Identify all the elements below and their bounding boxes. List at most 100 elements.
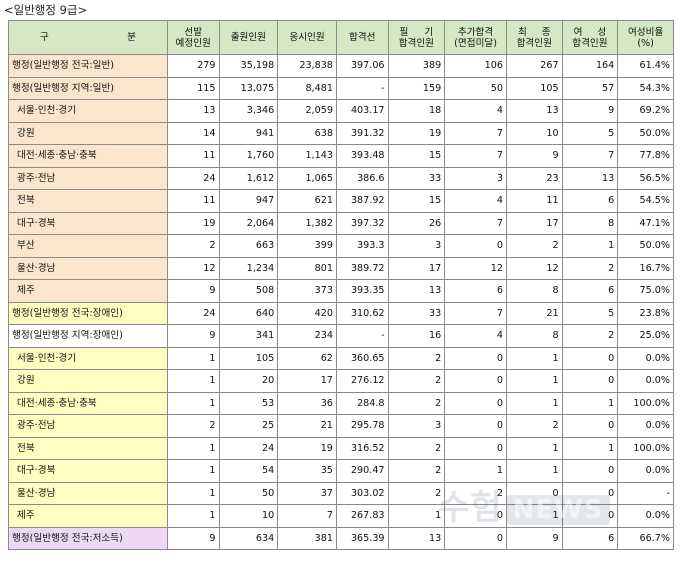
cell-planned: 13 [166,99,220,123]
cell-applicants: 24 [218,436,279,460]
cell-cutoff: 397.32 [335,211,389,235]
table-row: 서울·인천·경기 1 105 62 360.65 2 0 1 0 0.0% [8,346,674,370]
cell-takers: 234 [277,324,337,348]
cell-applicants: 634 [218,526,279,550]
cell-female-pass: 8 [561,211,619,235]
cell-planned: 115 [166,76,220,100]
cell-takers: 621 [277,189,337,213]
cell-written-pass: 18 [387,99,446,123]
cell-planned: 24 [166,166,220,190]
row-label: 강원 [8,369,168,393]
cell-applicants: 2,064 [218,211,279,235]
header-final-pass-p2: 종 [541,26,551,38]
cell-takers: 21 [277,414,337,438]
cell-additional: 7 [444,144,507,168]
header-female-pass-p1: 여 [573,26,583,38]
header-applicants: 출원인원 [218,20,279,55]
cell-female-ratio: 16.7% [617,256,674,280]
cell-female-ratio: 54.5% [617,189,674,213]
cell-cutoff: 316.52 [335,436,389,460]
header-applicants-text: 출원인원 [230,32,267,43]
cell-planned: 11 [166,144,220,168]
cell-takers: 8,481 [277,76,337,100]
header-final-pass-p1: 최 [517,26,527,38]
cell-takers: 399 [277,234,337,258]
cell-written-pass: 33 [387,301,446,325]
row-label: 행정(일반행정 전국:장애인) [8,301,168,325]
cell-written-pass: 2 [387,391,446,415]
row-label: 강원 [8,121,168,145]
cell-planned: 9 [166,279,220,303]
table-caption: <일반행정 9급> [4,3,88,17]
cell-cutoff: 389.72 [335,256,389,280]
cell-additional: 12 [444,256,507,280]
row-label: 서울·인천·경기 [8,99,168,123]
exam-results-table: 구 분 선발 예정인원 출원인원 응시인원 합격선 필 기 합격인원 추가합격 (… [8,20,674,550]
cell-female-ratio: 69.2% [617,99,674,123]
header-additional: 추가합격 (면접미달) [444,20,507,55]
cell-final-pass: 1 [505,504,563,528]
cell-final-pass: 10 [505,121,563,145]
cell-applicants: 10 [218,504,279,528]
cell-female-ratio: 100.0% [617,391,674,415]
row-label: 전북 [8,189,168,213]
header-written-pass-p1: 필 [399,26,409,38]
cell-final-pass: 12 [505,256,563,280]
cell-female-ratio: 75.0% [617,279,674,303]
cell-final-pass: 11 [505,189,563,213]
cell-takers: 638 [277,121,337,145]
cell-planned: 2 [166,414,220,438]
cell-female-pass: 0 [561,414,619,438]
cell-final-pass: 1 [505,346,563,370]
cell-planned: 2 [166,234,220,258]
cell-additional: 0 [444,369,507,393]
header-female-pass-p3: 합격인원 [572,37,608,49]
cell-female-pass: 6 [561,526,619,550]
cell-cutoff: 290.47 [335,459,389,483]
cell-planned: 1 [166,346,220,370]
header-planned-text: 선발 예정인원 [175,26,211,49]
cell-takers: 373 [277,279,337,303]
cell-additional: 1 [444,459,507,483]
cell-cutoff: 391.32 [335,121,389,145]
cell-written-pass: 15 [387,189,446,213]
cell-final-pass: 1 [505,391,563,415]
cell-female-ratio: 100.0% [617,436,674,460]
table-row: 울산·경남 12 1,234 801 389.72 17 12 12 2 16.7% [8,256,674,280]
cell-applicants: 1,612 [218,166,279,190]
cell-written-pass: 15 [387,144,446,168]
header-cutoff-text: 합격선 [348,32,376,43]
cell-additional: 7 [444,301,507,325]
cell-female-pass: 6 [561,189,619,213]
cell-planned: 1 [166,391,220,415]
table-row: 대전·세종·충남·충북 1 53 36 284.8 2 0 1 1 100.0% [8,391,674,415]
cell-female-pass: 0 [561,369,619,393]
cell-cutoff: - [335,324,389,348]
cell-planned: 11 [166,189,220,213]
table-row: 대구·경북 1 54 35 290.47 2 1 1 0 0.0% [8,459,674,483]
cell-female-pass: 0 [561,504,619,528]
cell-planned: 9 [166,324,220,348]
cell-written-pass: 2 [387,346,446,370]
cell-takers: 62 [277,346,337,370]
cell-additional: 0 [444,414,507,438]
table-row: 행정(일반행정 전국:장애인) 24 640 420 310.62 33 7 21 5 23.8% [8,301,674,325]
cell-final-pass: 2 [505,234,563,258]
table-row: 강원 14 941 638 391.32 19 7 10 5 50.0% [8,121,674,145]
cell-written-pass: 13 [387,526,446,550]
cell-takers: 1,382 [277,211,337,235]
cell-female-pass: 1 [561,391,619,415]
row-label: 행정(일반행정 전국:저소득) [8,526,168,550]
cell-additional: 4 [444,324,507,348]
cell-final-pass: 9 [505,526,563,550]
cell-applicants: 20 [218,369,279,393]
cell-applicants: 53 [218,391,279,415]
cell-female-pass: 2 [561,256,619,280]
cell-female-ratio: 54.3% [617,76,674,100]
cell-applicants: 50 [218,481,279,505]
cell-female-pass: 6 [561,279,619,303]
cell-takers: 36 [277,391,337,415]
cell-female-pass: 164 [561,54,619,78]
cell-written-pass: 2 [387,369,446,393]
cell-applicants: 13,075 [218,76,279,100]
